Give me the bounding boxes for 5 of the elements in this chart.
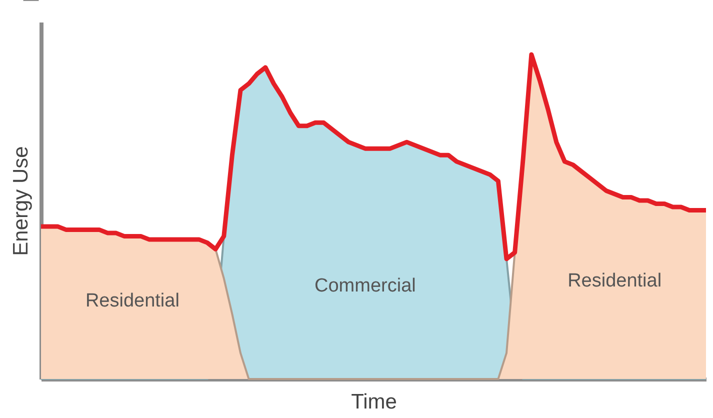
text: Residential <box>85 290 180 312</box>
series-label: Commercial <box>314 275 416 296</box>
x-axis-title: Time <box>351 390 397 414</box>
y-axis-title: Energy Use <box>10 146 32 256</box>
series-label: Residential <box>568 270 662 292</box>
